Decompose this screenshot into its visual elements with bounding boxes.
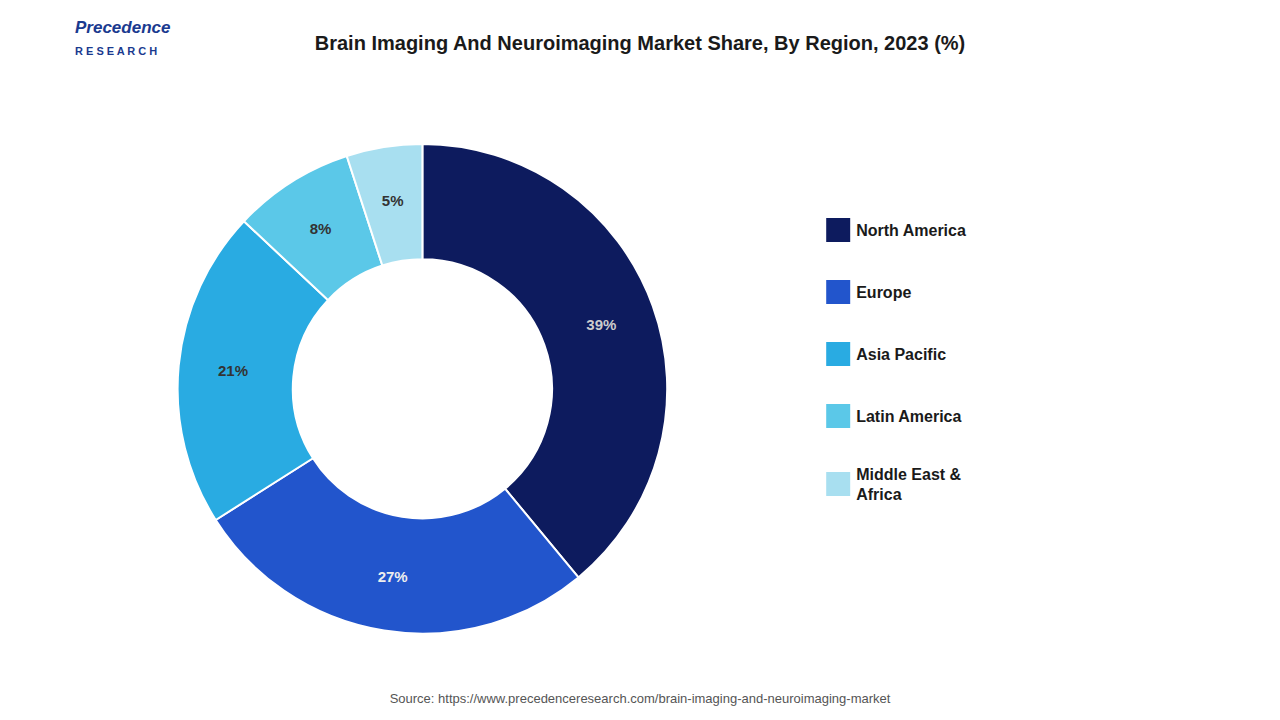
- svg-text:39%: 39%: [586, 316, 616, 333]
- svg-text:R E S E A R C H: R E S E A R C H: [75, 45, 157, 57]
- svg-text:Middle East &: Middle East &: [856, 466, 961, 483]
- svg-text:North America: North America: [856, 222, 966, 239]
- svg-text:8%: 8%: [310, 220, 332, 237]
- svg-text:Latin America: Latin America: [856, 408, 961, 425]
- svg-text:Source: https://www.precedence: Source: https://www.precedenceresearch.c…: [390, 691, 891, 706]
- svg-text:Precedence: Precedence: [75, 18, 170, 37]
- svg-text:Europe: Europe: [856, 284, 911, 301]
- svg-text:21%: 21%: [218, 362, 248, 379]
- svg-text:Brain Imaging And Neuroimaging: Brain Imaging And Neuroimaging Market Sh…: [315, 32, 966, 54]
- svg-text:Asia Pacific: Asia Pacific: [856, 346, 946, 363]
- svg-text:Africa: Africa: [856, 486, 901, 503]
- svg-text:27%: 27%: [378, 568, 408, 585]
- svg-text:5%: 5%: [382, 192, 404, 209]
